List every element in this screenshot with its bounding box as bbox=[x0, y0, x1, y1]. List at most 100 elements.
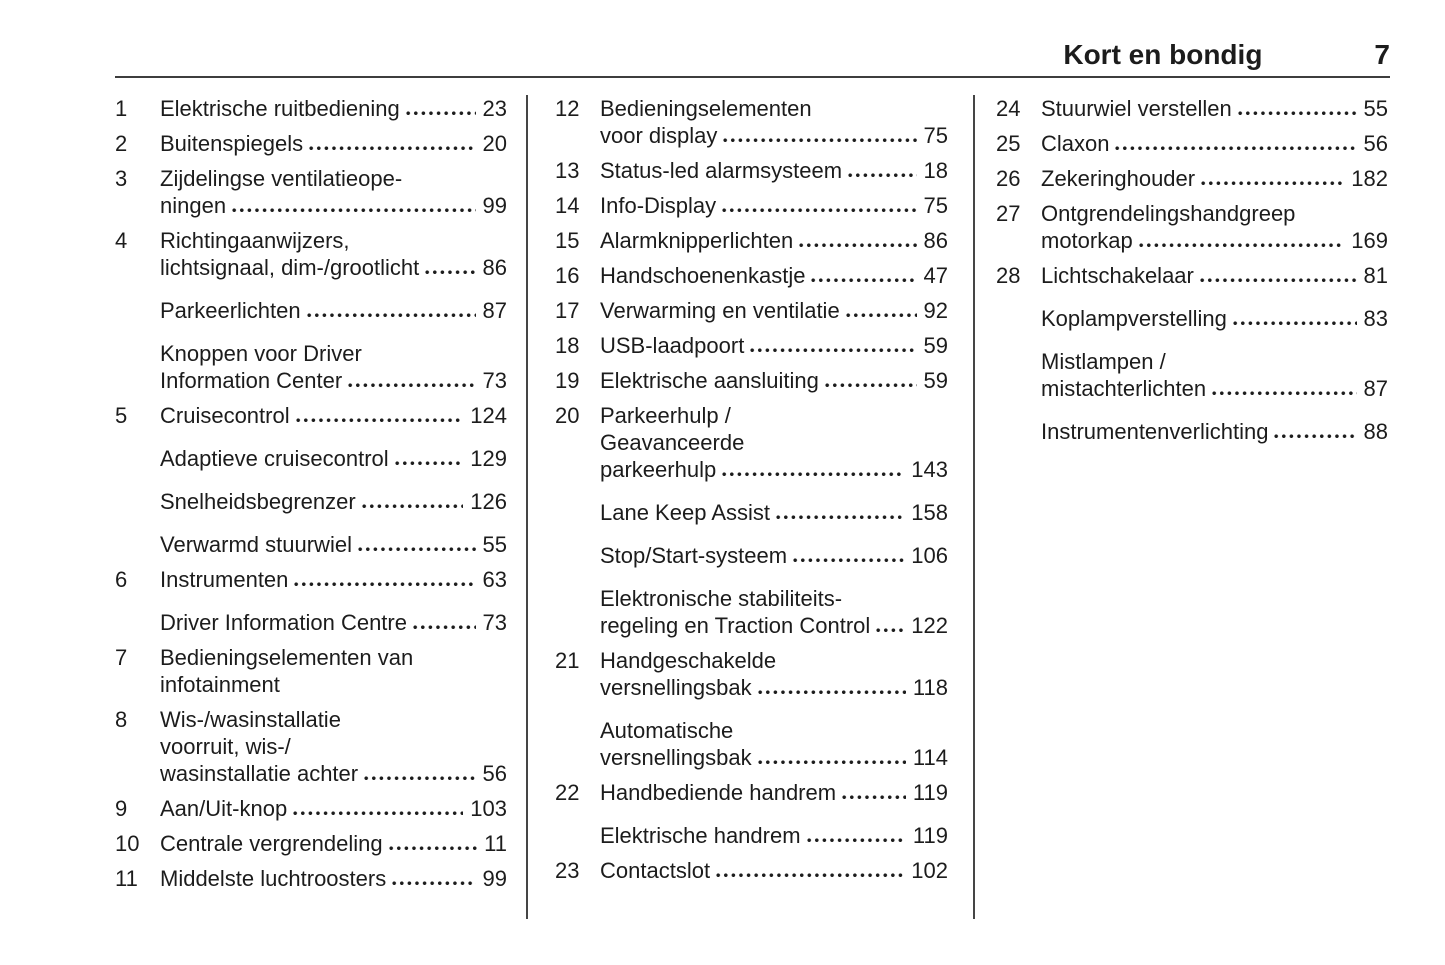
entry-label: regeling en Traction Control bbox=[600, 613, 871, 638]
dot-leader bbox=[348, 383, 476, 388]
entry-page-number: 99 bbox=[482, 193, 507, 218]
entry-label: Information Center bbox=[160, 368, 343, 393]
entry-body: Claxon 56 bbox=[1041, 130, 1388, 157]
entry-page-number: 81 bbox=[1363, 263, 1388, 288]
entry-label: versnellingsbak bbox=[600, 745, 752, 770]
entry-body: Handgeschakelde versnellingsbak 118 bbox=[600, 647, 948, 701]
entry-line: regeling en Traction Control 122 bbox=[600, 612, 948, 639]
column-divider bbox=[526, 95, 528, 919]
header-page-number: 7 bbox=[1374, 39, 1390, 70]
entry-line: Aan/Uit-knop 103 bbox=[160, 795, 507, 822]
entry-page-number: 59 bbox=[923, 333, 948, 358]
dot-leader bbox=[364, 776, 476, 781]
entry-page-number: 129 bbox=[470, 446, 507, 471]
entry-body: USB-laadpoort 59 bbox=[600, 332, 948, 359]
entry-body: Instrumenten 63 bbox=[160, 566, 507, 593]
entry-label: Adaptieve cruisecontrol bbox=[160, 446, 389, 471]
entry-label: Koplampverstelling bbox=[1041, 306, 1227, 331]
entry-line: Automatische bbox=[600, 718, 734, 743]
toc-entry: 13 Status-led alarmsysteem 18 bbox=[555, 157, 948, 184]
entry-number: 6 bbox=[115, 567, 128, 592]
entry-line: Claxon 56 bbox=[1041, 130, 1388, 157]
entry-number: 2 bbox=[115, 131, 128, 156]
entry-label: Elektrische handrem bbox=[600, 823, 801, 848]
entry-label: Handschoenenkastje bbox=[600, 263, 806, 288]
entry-number bbox=[555, 499, 600, 526]
entry-page-number: 73 bbox=[482, 610, 507, 635]
entry-line: Bedieningselementen van bbox=[160, 645, 414, 670]
entry-line: Richtingaanwijzers, bbox=[160, 228, 350, 253]
entry-number: 25 bbox=[996, 131, 1021, 156]
entry-number: 9 bbox=[115, 796, 128, 821]
entry-body: Contactslot 102 bbox=[600, 857, 948, 884]
toc-entry: 4 Richtingaanwijzers, lichtsignaal, dim-/g… bbox=[115, 227, 507, 281]
entry-body: Bedieningselementen voor display 75 bbox=[600, 95, 948, 149]
entry-label: lichtsignaal, dim-/grootlicht bbox=[160, 255, 420, 280]
toc-column: 24 Stuurwiel verstellen 55 25 Claxon 56 26 Zeke… bbox=[996, 95, 1388, 445]
entry-number: 13 bbox=[555, 158, 580, 183]
entry-page-number: 59 bbox=[923, 368, 948, 393]
entry-label: Stuurwiel verstellen bbox=[1041, 96, 1232, 121]
toc-columns: 1 Elektrische ruitbediening 23 2 Buitenspieg… bbox=[115, 95, 1390, 919]
entry-page-number: 119 bbox=[912, 823, 948, 848]
entry-body: Adaptieve cruisecontrol 129 bbox=[160, 445, 507, 472]
dot-leader bbox=[757, 690, 906, 695]
dot-leader bbox=[824, 383, 917, 388]
entry-line: Elektronische stabiliteits- bbox=[600, 586, 843, 611]
entry-body: Status-led alarmsysteem 18 bbox=[600, 157, 948, 184]
toc-entry: 11 Middelste luchtroosters 99 bbox=[115, 865, 507, 892]
entry-label: Lane Keep Assist bbox=[600, 500, 771, 525]
entry-number: 28 bbox=[996, 263, 1021, 288]
entry-label: Buitenspiegels bbox=[160, 131, 304, 156]
entry-number bbox=[555, 822, 600, 849]
toc-entry: Koplampverstelling 83 bbox=[996, 305, 1388, 332]
entry-line: parkeerhulp 143 bbox=[600, 456, 948, 483]
dot-leader bbox=[294, 582, 476, 587]
entry-label: voor display bbox=[600, 123, 718, 148]
dot-leader bbox=[845, 313, 917, 318]
entry-line: Knoppen voor Driver bbox=[160, 341, 362, 366]
entry-line: Stop/Start-systeem 106 bbox=[600, 542, 948, 569]
dot-leader bbox=[306, 313, 476, 318]
entry-label: Aan/Uit-knop bbox=[160, 796, 288, 821]
entry-body: Aan/Uit-knop 103 bbox=[160, 795, 507, 822]
entry-line: Stuurwiel verstellen 55 bbox=[1041, 95, 1388, 122]
dot-leader bbox=[848, 173, 917, 178]
entry-body: Verwarming en ventilatie 92 bbox=[600, 297, 948, 324]
dot-leader bbox=[776, 515, 905, 520]
toc-entry: Instrumentenverlichting 88 bbox=[996, 418, 1388, 445]
entry-page-number: 56 bbox=[1363, 131, 1388, 156]
entry-line: Zijdelingse ventilatieope- bbox=[160, 166, 403, 191]
entry-body: Elektronische stabiliteits-regeling en T… bbox=[600, 585, 948, 639]
entry-line: Bedieningselementen bbox=[600, 96, 812, 121]
header-rule bbox=[115, 76, 1390, 78]
entry-label: Parkeerlichten bbox=[160, 298, 301, 323]
toc-entry: 25 Claxon 56 bbox=[996, 130, 1388, 157]
toc-column: 1 Elektrische ruitbediening 23 2 Buitenspieg… bbox=[115, 95, 507, 892]
entry-number: 23 bbox=[555, 858, 580, 883]
toc-entry: Elektrische handrem 119 bbox=[555, 822, 948, 849]
toc-entry: Mistlampen / mistachterlichten 87 bbox=[996, 348, 1388, 402]
entry-number: 11 bbox=[115, 866, 138, 891]
toc-entry: 2 Buitenspiegels 20 bbox=[115, 130, 507, 157]
entry-line: USB-laadpoort 59 bbox=[600, 332, 948, 359]
entry-page-number: 122 bbox=[911, 613, 948, 638]
entry-line: Wis-/wasinstallatie bbox=[160, 707, 341, 732]
entry-body: Wis-/wasinstallatie voorruit, wis-/wasins… bbox=[160, 706, 507, 787]
entry-line: versnellingsbak 118 bbox=[600, 674, 948, 701]
dot-leader bbox=[425, 270, 476, 275]
entry-number: 7 bbox=[115, 645, 128, 670]
toc-entry: 28 Lichtschakelaar 81 bbox=[996, 262, 1388, 289]
toc-entry: 10 Centrale vergrendeling 11 bbox=[115, 830, 507, 857]
toc-column: 12 Bedieningselementen voor display 75 13 Sta… bbox=[555, 95, 948, 884]
entry-label: Verwarming en ventilatie bbox=[600, 298, 840, 323]
entry-page-number: 103 bbox=[470, 796, 507, 821]
entry-page-number: 99 bbox=[482, 866, 507, 891]
entry-page-number: 11 bbox=[484, 831, 507, 856]
entry-page-number: 87 bbox=[1363, 376, 1388, 401]
entry-body: Automatische versnellingsbak 114 bbox=[600, 717, 948, 771]
entry-number: 20 bbox=[555, 403, 580, 428]
entry-body: Handbediende handrem 119 bbox=[600, 779, 948, 806]
entry-line: Instrumentenverlichting 88 bbox=[1041, 418, 1388, 445]
entry-label: Elektrische ruitbediening bbox=[160, 96, 400, 121]
